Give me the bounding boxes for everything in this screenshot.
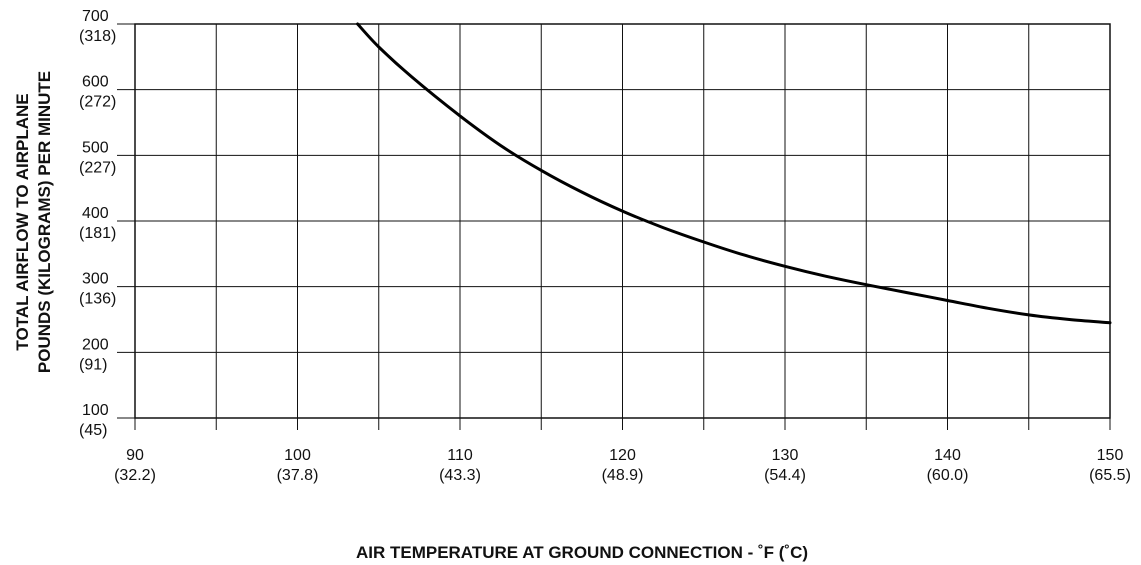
y-tick-label: 600 xyxy=(82,74,109,91)
y-tick: 600 (272) xyxy=(79,74,116,111)
y-tick: 300 (136) xyxy=(79,271,116,308)
x-tick-label: 140 xyxy=(934,447,961,464)
x-tick: 100 (37.8) xyxy=(277,447,319,484)
x-tick: 140 (60.0) xyxy=(927,447,969,484)
y-tick-label: 500 xyxy=(82,139,109,156)
x-tick-label: 150 xyxy=(1097,447,1124,464)
chart-grid xyxy=(117,23,1111,430)
y-tick-sublabel: (136) xyxy=(79,291,116,308)
x-axis-title: AIR TEMPERATURE AT GROUND CONNECTION - ˚… xyxy=(356,543,808,562)
x-tick-label: 120 xyxy=(609,447,636,464)
x-tick: 110 (43.3) xyxy=(439,447,481,484)
x-tick: 150 (65.5) xyxy=(1089,447,1131,484)
y-tick-sublabel: (227) xyxy=(79,159,116,176)
x-tick: 90 (32.2) xyxy=(114,447,156,484)
x-tick-label: 130 xyxy=(772,447,799,464)
y-axis-title-line-1: TOTAL AIRFLOW TO AIRPLANE xyxy=(13,93,32,350)
y-tick-label: 100 xyxy=(82,402,109,419)
y-tick-sublabel: (91) xyxy=(79,356,107,373)
airflow-curve xyxy=(356,22,1112,325)
y-tick-sublabel: (318) xyxy=(79,28,116,45)
y-tick-sublabel: (45) xyxy=(79,422,107,439)
x-tick-sublabel: (60.0) xyxy=(927,467,969,484)
y-axis-title-line-2: POUNDS (KILOGRAMS) PER MINUTE xyxy=(35,71,54,373)
x-tick-sublabel: (32.2) xyxy=(114,467,156,484)
plot-frame xyxy=(134,23,1111,419)
y-axis-ticks: 700 (318) 600 (272) 500 (227) 400 (181) 300 (136)… xyxy=(79,8,116,439)
y-tick-label: 400 xyxy=(82,205,109,222)
x-tick-sublabel: (48.9) xyxy=(602,467,644,484)
y-tick-label: 700 xyxy=(82,8,109,25)
x-tick-label: 100 xyxy=(284,447,311,464)
y-axis-title: TOTAL AIRFLOW TO AIRPLANE POUNDS (KILOGR… xyxy=(13,71,54,373)
y-tick-sublabel: (181) xyxy=(79,225,116,242)
x-tick: 120 (48.9) xyxy=(602,447,644,484)
x-tick-sublabel: (65.5) xyxy=(1089,467,1131,484)
x-tick-label: 90 xyxy=(126,447,144,464)
x-tick-sublabel: (54.4) xyxy=(764,467,806,484)
x-tick-label: 110 xyxy=(447,447,473,464)
y-tick: 200 (91) xyxy=(79,336,109,373)
x-tick-sublabel: (37.8) xyxy=(277,467,319,484)
y-tick-label: 300 xyxy=(82,271,109,288)
y-tick-sublabel: (272) xyxy=(79,94,116,111)
y-tick: 700 (318) xyxy=(79,8,116,45)
y-tick-label: 200 xyxy=(82,336,109,353)
y-tick: 400 (181) xyxy=(79,205,116,242)
y-tick: 500 (227) xyxy=(79,139,116,176)
x-tick: 130 (54.4) xyxy=(764,447,806,484)
x-axis-ticks: 90 (32.2) 100 (37.8) 110 (43.3) 120 (48.9) 130 (5… xyxy=(114,447,1131,484)
x-tick-sublabel: (43.3) xyxy=(439,467,481,484)
y-tick: 100 (45) xyxy=(79,402,109,439)
